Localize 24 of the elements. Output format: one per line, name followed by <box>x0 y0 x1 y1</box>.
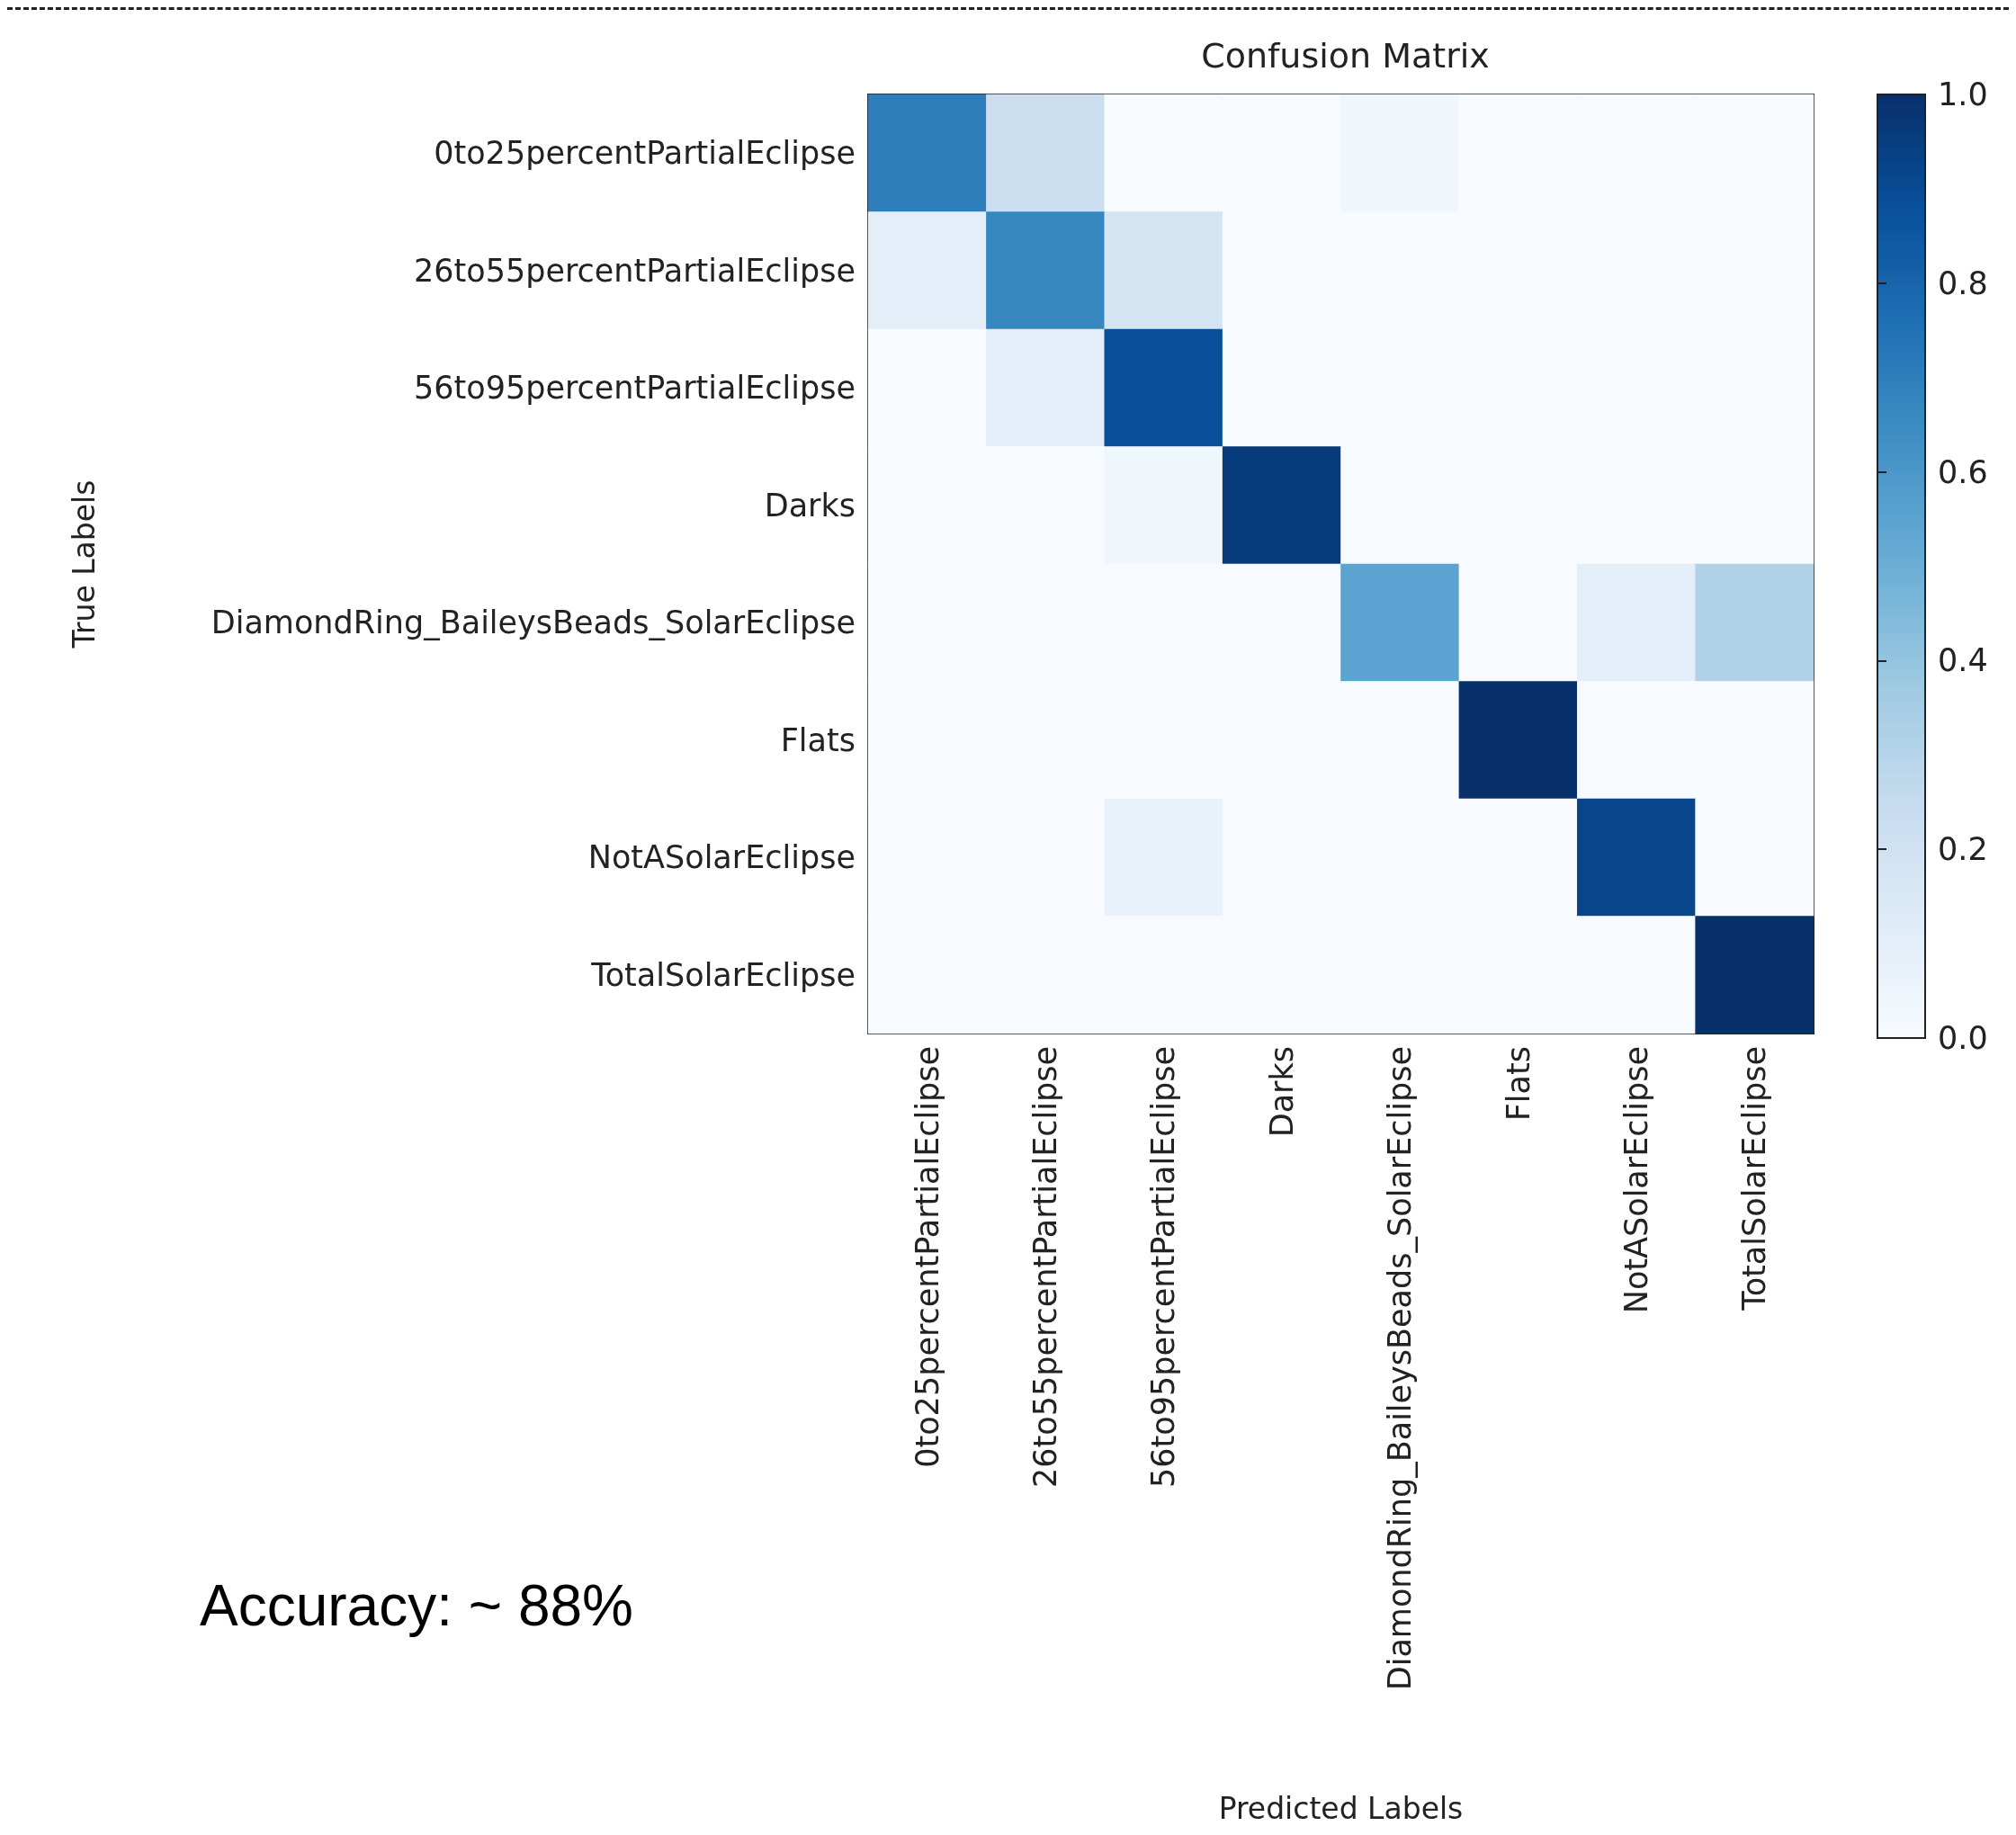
x-tick-label: NotASolarEclipse <box>1617 1046 1654 1314</box>
y-tick-label: 0to25percentPartialEclipse <box>434 135 856 172</box>
x-tick-label: 56to95percentPartialEclipse <box>1145 1046 1182 1489</box>
y-tick-label: Darks <box>764 487 856 524</box>
y-tick-label: TotalSolarEclipse <box>590 956 856 993</box>
y-tick-label: 56to95percentPartialEclipse <box>413 370 856 407</box>
color-bar-label: 0.2 <box>1938 831 1988 868</box>
y-axis-title: True Labels <box>67 479 102 649</box>
chart-title: Confusion Matrix <box>1201 36 1490 76</box>
text: Accuracy: ~ 88% <box>200 1573 633 1638</box>
color-bar-label: 0.0 <box>1938 1020 1988 1056</box>
x-tick-label: TotalSolarEclipse <box>1736 1046 1773 1311</box>
y-tick-label: NotASolarEclipse <box>587 839 856 876</box>
x-tick-label: DiamondRing_BaileysBeads_SolarEclipse <box>1382 1046 1419 1691</box>
x-tick-label: Flats <box>1500 1046 1537 1122</box>
color-bar-label: 0.6 <box>1938 453 1988 490</box>
color-bar-label: 1.0 <box>1938 76 1988 112</box>
color-bar-label: 0.8 <box>1938 264 1988 301</box>
y-tick-label: 26to55percentPartialEclipse <box>413 252 856 289</box>
x-tick-label: Darks <box>1263 1046 1300 1138</box>
color-bar-label: 0.4 <box>1938 642 1988 679</box>
x-axis-title: Predicted Labels <box>1218 1791 1464 1826</box>
y-tick-label: Flats <box>780 721 856 758</box>
y-tick-label: DiamondRing_BaileysBeads_SolarEclipse <box>211 604 856 641</box>
